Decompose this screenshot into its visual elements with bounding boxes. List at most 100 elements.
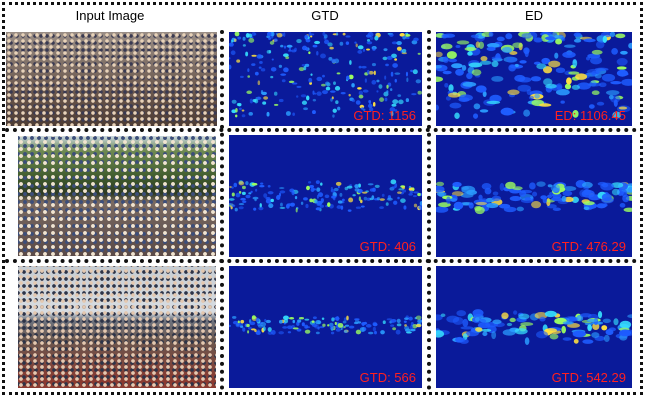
speckle	[472, 309, 483, 317]
speckle	[418, 91, 422, 95]
speckle	[556, 67, 565, 73]
speckle	[450, 103, 462, 109]
speckle	[271, 330, 276, 335]
speckle	[322, 317, 325, 319]
speckle	[280, 73, 286, 75]
speckle	[506, 57, 517, 63]
speckle	[454, 202, 464, 210]
speckle	[316, 180, 320, 184]
speckle	[352, 194, 355, 196]
density-map: GTD: 406	[229, 135, 422, 257]
speckle	[359, 95, 364, 99]
speckle	[437, 192, 447, 197]
speckle	[364, 197, 367, 201]
speckle	[482, 332, 487, 336]
speckle	[331, 332, 334, 335]
speckle	[551, 184, 560, 192]
speckle	[268, 37, 271, 40]
speckle	[379, 206, 384, 209]
speckle	[441, 314, 446, 317]
column-separator	[220, 30, 224, 390]
speckle	[365, 78, 367, 82]
speckle	[545, 36, 556, 40]
speckle	[451, 63, 463, 68]
count-label: GTD: 476.29	[552, 239, 626, 254]
speckle	[348, 198, 353, 203]
speckle	[611, 48, 618, 55]
speckle	[322, 75, 325, 78]
speckle	[529, 96, 534, 100]
speckle	[619, 330, 631, 337]
speckle	[363, 49, 365, 52]
speckle	[330, 90, 336, 92]
speckle	[390, 324, 394, 327]
speckle	[270, 41, 274, 45]
speckle	[293, 327, 299, 329]
speckle	[406, 98, 409, 102]
speckle	[474, 103, 481, 109]
speckle	[239, 181, 245, 185]
speckle	[242, 110, 245, 112]
speckle	[252, 183, 258, 186]
speckle	[346, 76, 350, 81]
speckle	[554, 35, 559, 38]
speckle	[398, 99, 404, 104]
speckle	[499, 204, 510, 209]
speckle	[383, 48, 387, 51]
speckle	[292, 82, 297, 84]
speckle	[409, 186, 411, 188]
speckle	[402, 186, 405, 189]
speckle	[602, 74, 615, 82]
speckle	[548, 61, 560, 68]
speckle	[284, 46, 286, 49]
speckle	[246, 33, 250, 38]
speckle	[403, 205, 406, 209]
speckle	[397, 94, 401, 97]
speckle	[229, 65, 231, 70]
speckle	[509, 318, 515, 322]
speckle	[310, 33, 314, 35]
speckle	[393, 201, 397, 205]
speckle	[531, 76, 541, 81]
speckle	[268, 185, 271, 188]
speckle	[279, 65, 282, 68]
count-label: GTD: 566	[360, 370, 416, 385]
speckle	[232, 316, 236, 319]
speckle	[606, 90, 619, 95]
speckle	[331, 59, 336, 63]
speckle	[306, 48, 309, 51]
speckle	[330, 325, 335, 329]
speckle	[321, 198, 324, 202]
speckle	[466, 190, 477, 195]
speckle	[310, 35, 312, 37]
speckle	[476, 85, 487, 92]
speckle	[489, 32, 494, 37]
speckle	[563, 337, 572, 341]
speckle	[436, 77, 443, 82]
speckle	[279, 320, 283, 324]
speckle	[373, 323, 378, 327]
speckle	[354, 41, 356, 43]
speckle	[550, 334, 559, 340]
speckle	[539, 103, 551, 106]
speckle	[335, 100, 338, 104]
speckle	[466, 73, 472, 79]
speckle	[436, 182, 444, 187]
speckle	[345, 187, 349, 191]
speckle	[341, 206, 344, 210]
speckle	[362, 322, 367, 325]
speckle	[316, 332, 320, 335]
speckle	[254, 199, 256, 202]
speckle	[329, 47, 333, 50]
speckle	[263, 193, 267, 198]
speckle	[301, 202, 303, 205]
speckle	[387, 198, 393, 201]
speckle	[481, 198, 487, 201]
speckle	[257, 97, 260, 100]
speckle	[627, 314, 632, 318]
speckle	[376, 90, 378, 92]
speckle	[481, 329, 491, 332]
speckle	[284, 319, 288, 324]
speckle	[351, 83, 355, 87]
column-header: ED	[434, 8, 634, 23]
